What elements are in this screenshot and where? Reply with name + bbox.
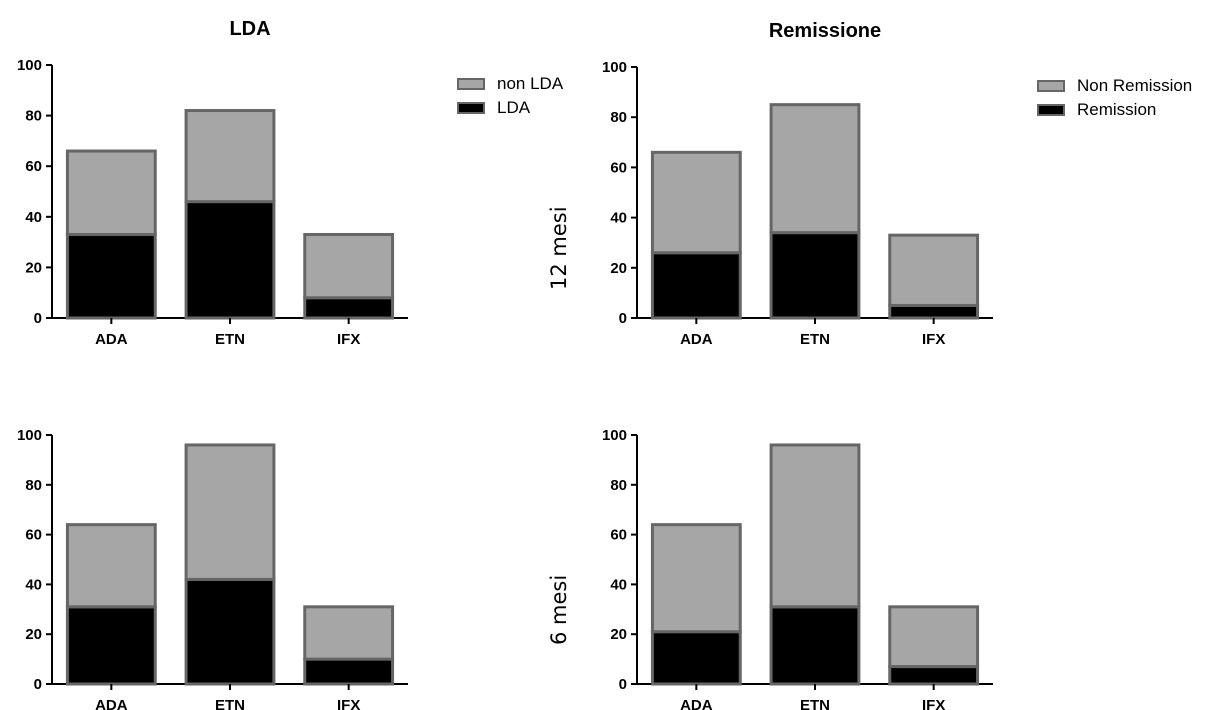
bar-non-lda-etn	[184, 443, 276, 581]
x-tick-label-ada: ADA	[95, 697, 128, 710]
legend-lda: non LDA LDA	[457, 72, 563, 120]
legend-item-non-remission: Non Remission	[1037, 74, 1192, 98]
y-tick-label: 40	[25, 209, 42, 226]
x-tick-label-ifx: IFX	[922, 331, 945, 348]
legend-label-lda: LDA	[497, 98, 531, 117]
y-tick-label: 40	[610, 576, 627, 593]
y-tick-label: 100	[17, 57, 42, 74]
legend-swatch-lda	[457, 102, 485, 114]
x-tick-label-ifx: IFX	[337, 331, 360, 348]
bar-non-lda-ada	[65, 149, 157, 237]
y-tick-label: 60	[25, 158, 42, 175]
y-tick-label: 20	[610, 626, 627, 643]
y-tick-label: 20	[25, 259, 42, 276]
legend-label-non-remission: Non Remission	[1077, 76, 1193, 95]
bar-non-remission-ada	[650, 150, 742, 255]
legend-swatch-non-lda	[457, 78, 485, 90]
y-tick-label: 0	[34, 676, 42, 693]
row-label-12-mesi: 12 mesi	[547, 206, 571, 290]
y-tick-label: 40	[610, 210, 627, 227]
chart-remissione-12-mesi: 0 20 40 60 80 100 ADA ETN IFX	[602, 59, 993, 348]
x-tick-label-ada: ADA	[680, 331, 713, 348]
y-tick-label: 0	[34, 310, 42, 327]
bar-remission-etn	[769, 605, 861, 686]
chart-lda-12-mesi: 0 20 40 60 80 100 ADA ETN IFX	[17, 57, 408, 348]
legend-swatch-non-remission	[1037, 80, 1065, 92]
x-tick-label-ifx: IFX	[337, 697, 360, 710]
row-label-6-mesi: 6 mesi	[547, 574, 571, 645]
y-tick-label: 20	[610, 260, 627, 277]
y-tick-label: 20	[25, 626, 42, 643]
y-tick-label: 40	[25, 576, 42, 593]
bar-non-remission-etn	[769, 443, 861, 609]
chart-lda-6-mesi: 0 20 40 60 80 100 ADA ETN IFX	[17, 427, 408, 710]
bar-non-remission-ifx	[888, 233, 980, 307]
y-tick-label: 80	[610, 477, 627, 494]
legend-swatch-remission	[1037, 104, 1065, 116]
bar-non-remission-ifx	[888, 605, 980, 669]
legend-item-remission: Remission	[1037, 98, 1192, 122]
y-tick-label: 100	[602, 59, 627, 76]
bar-remission-ada	[650, 630, 742, 686]
y-tick-label: 60	[25, 527, 42, 544]
x-tick-label-etn: ETN	[800, 331, 830, 348]
legend-label-remission: Remission	[1077, 100, 1157, 119]
x-tick-label-ada: ADA	[680, 697, 713, 710]
bar-non-lda-ada	[65, 523, 157, 609]
x-tick-label-etn: ETN	[215, 331, 245, 348]
legend-item-non-lda: non LDA	[457, 72, 563, 96]
bar-remission-ada	[650, 251, 742, 320]
x-tick-label-etn: ETN	[215, 697, 245, 710]
bar-non-remission-etn	[769, 103, 861, 235]
title-lda: LDA	[229, 18, 271, 40]
y-tick-label: 100	[602, 427, 627, 444]
bar-non-lda-ifx	[303, 233, 395, 300]
bar-lda-ada	[65, 233, 157, 320]
x-tick-label-ifx: IFX	[922, 697, 945, 710]
bar-lda-ada	[65, 605, 157, 686]
bar-non-remission-ada	[650, 523, 742, 634]
x-tick-label-ada: ADA	[95, 331, 128, 348]
bar-remission-ifx	[888, 665, 980, 686]
y-tick-label: 80	[610, 109, 627, 126]
y-tick-label: 60	[610, 159, 627, 176]
y-tick-label: 60	[610, 527, 627, 544]
bar-non-lda-etn	[184, 109, 276, 204]
bar-lda-ifx	[303, 296, 395, 320]
bar-remission-etn	[769, 231, 861, 320]
bar-lda-etn	[184, 200, 276, 320]
x-tick-label-etn: ETN	[800, 697, 830, 710]
bar-non-lda-ifx	[303, 605, 395, 661]
bar-lda-ifx	[303, 657, 395, 686]
title-remissione: Remissione	[768, 20, 882, 42]
bar-lda-etn	[184, 577, 276, 686]
legend-remission: Non Remission Remission	[1037, 74, 1192, 122]
y-tick-label: 0	[619, 676, 627, 693]
legend-item-lda: LDA	[457, 96, 563, 120]
y-tick-label: 100	[17, 427, 42, 444]
bar-remission-ifx	[888, 303, 980, 320]
y-tick-label: 0	[619, 310, 627, 327]
y-tick-label: 80	[25, 108, 42, 125]
y-tick-label: 80	[25, 477, 42, 494]
legend-label-non-lda: non LDA	[497, 74, 564, 93]
chart-remissione-6-mesi: 0 20 40 60 80 100 ADA ETN IFX	[602, 427, 993, 710]
